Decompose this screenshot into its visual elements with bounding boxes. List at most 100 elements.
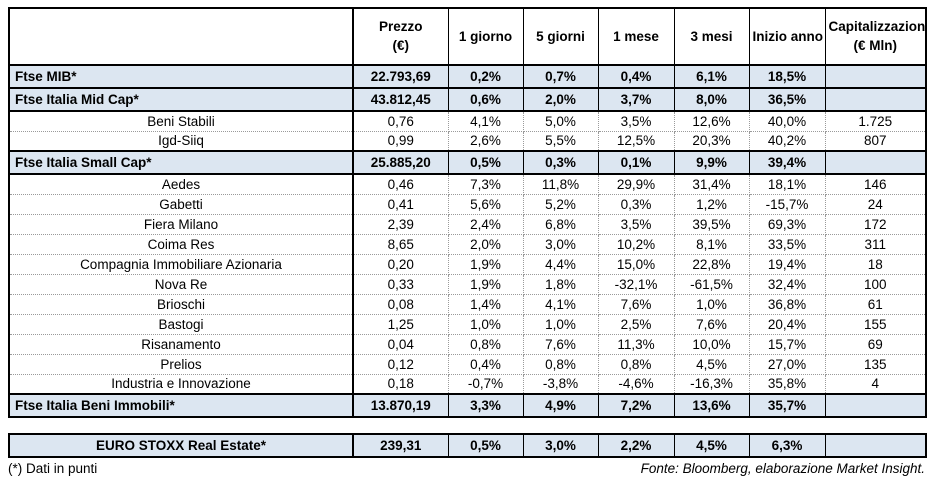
price-cell: 0,33 [352, 273, 449, 295]
pct-cell: 40,2% [748, 130, 826, 152]
cap-cell: 146 [824, 173, 927, 195]
header-3-mesi: 3 mesi [673, 7, 750, 66]
pct-cell: 5,0% [522, 110, 599, 132]
header-prezzo-line1: Prezzo [378, 19, 423, 35]
cap-cell [824, 150, 927, 175]
pct-cell: 36,5% [748, 87, 826, 112]
cap-cell [824, 393, 927, 418]
row-name-cell: Aedes [8, 173, 354, 195]
price-cell: 0,76 [352, 110, 449, 132]
index-row: EURO STOXX Real Estate* 239,31 0,5% 3,0%… [8, 433, 927, 458]
cap-cell: 172 [824, 213, 927, 235]
pct-cell: 27,0% [748, 353, 826, 375]
pct-cell: -32,1% [597, 273, 675, 295]
pct-cell: 0,8% [447, 333, 524, 355]
header-inizio-anno: Inizio anno [748, 7, 826, 66]
pct-cell: 3,0% [522, 433, 599, 458]
pct-cell: 20,4% [748, 313, 826, 335]
pct-cell: 0,6% [447, 87, 524, 112]
row-name-cell: Compagnia Immobiliare Azionaria [8, 253, 354, 275]
pct-cell: 1,4% [447, 293, 524, 315]
row-name-cell: Industria e Innovazione [8, 373, 354, 395]
index-row: Ftse Italia Small Cap* 25.885,20 0,5% 0,3% 0… [8, 150, 927, 175]
footer: (*) Dati in punti Fonte: Bloomberg, elab… [8, 461, 925, 476]
pct-cell: 0,8% [597, 353, 675, 375]
pct-cell: 2,0% [522, 87, 599, 112]
pct-cell: 10,2% [597, 233, 675, 255]
pct-cell: 15,0% [597, 253, 675, 275]
pct-cell: 0,5% [447, 433, 524, 458]
price-cell: 0,99 [352, 130, 449, 152]
pct-cell: 0,2% [447, 64, 524, 89]
company-row: Coima Res 8,65 2,0% 3,0% 10,2% 8,1% 33,5% 311 [8, 233, 927, 255]
pct-cell: 0,3% [597, 193, 675, 215]
pct-cell: 1,9% [447, 253, 524, 275]
header-empty-cell [8, 7, 354, 66]
table-header: Prezzo (€) 1 giorno 5 giorni 1 mese 3 me… [8, 7, 927, 66]
pct-cell: 2,0% [447, 233, 524, 255]
pct-cell: 40,0% [748, 110, 826, 132]
pct-cell: 18,1% [748, 173, 826, 195]
pct-cell: 13,6% [673, 393, 750, 418]
pct-cell: 7,6% [597, 293, 675, 315]
pct-cell: 4,9% [522, 393, 599, 418]
price-cell: 2,39 [352, 213, 449, 235]
pct-cell: 69,3% [748, 213, 826, 235]
cap-cell: 155 [824, 313, 927, 335]
price-cell: 13.870,19 [352, 393, 449, 418]
pct-cell: 33,5% [748, 233, 826, 255]
pct-cell: 12,6% [673, 110, 750, 132]
price-cell: 0,18 [352, 373, 449, 395]
pct-cell: 3,5% [597, 213, 675, 235]
header-prezzo: Prezzo (€) [352, 7, 449, 66]
pct-cell: 0,8% [522, 353, 599, 375]
header-capitalizzazione: Capitalizzazione (€ Mln) [824, 7, 927, 66]
header-1-giorno: 1 giorno [447, 7, 524, 66]
cap-cell: 807 [824, 130, 927, 152]
pct-cell: 5,2% [522, 193, 599, 215]
pct-cell: 4,5% [673, 433, 750, 458]
pct-cell: 10,0% [673, 333, 750, 355]
pct-cell: 6,8% [522, 213, 599, 235]
pct-cell: -3,8% [522, 373, 599, 395]
company-row: Prelios 0,12 0,4% 0,8% 0,8% 4,5% 27,0% 135 [8, 353, 927, 375]
cap-cell [824, 87, 927, 112]
price-cell: 43.812,45 [352, 87, 449, 112]
company-row: Fiera Milano 2,39 2,4% 6,8% 3,5% 39,5% 69,3% 17… [8, 213, 927, 235]
company-row: Igd-Siiq 0,99 2,6% 5,5% 12,5% 20,3% 40,2% 807 [8, 130, 927, 152]
pct-cell: 0,5% [447, 150, 524, 175]
pct-cell: 5,6% [447, 193, 524, 215]
cap-cell: 18 [824, 253, 927, 275]
pct-cell: 3,0% [522, 233, 599, 255]
row-name-cell: EURO STOXX Real Estate* [8, 433, 354, 458]
pct-cell: -16,3% [673, 373, 750, 395]
pct-cell: 18,5% [748, 64, 826, 89]
index-row: Ftse MIB* 22.793,69 0,2% 0,7% 0,4% 6,1% 18,5% [8, 64, 927, 89]
company-row: Beni Stabili 0,76 4,1% 5,0% 3,5% 12,6% 40,0% 1.… [8, 110, 927, 132]
pct-cell: 1,0% [673, 293, 750, 315]
row-name-cell: Bastogi [8, 313, 354, 335]
pct-cell: 7,6% [522, 333, 599, 355]
pct-cell: 2,6% [447, 130, 524, 152]
pct-cell: 0,1% [597, 150, 675, 175]
pct-cell: 29,9% [597, 173, 675, 195]
pct-cell: 8,0% [673, 87, 750, 112]
footnote: (*) Dati in punti [8, 461, 98, 476]
pct-cell: -15,7% [748, 193, 826, 215]
pct-cell: 15,7% [748, 333, 826, 355]
pct-cell: 7,2% [597, 393, 675, 418]
row-name-cell: Ftse MIB* [8, 64, 354, 89]
row-name-cell: Beni Stabili [8, 110, 354, 132]
source-credit: Fonte: Bloomberg, elaborazione Market In… [640, 461, 925, 476]
pct-cell: 11,8% [522, 173, 599, 195]
pct-cell: -61,5% [673, 273, 750, 295]
pct-cell: 35,8% [748, 373, 826, 395]
header-5-giorni: 5 giorni [522, 7, 599, 66]
euro-stoxx-table: EURO STOXX Real Estate* 239,31 0,5% 3,0%… [8, 433, 927, 458]
pct-cell: 7,3% [447, 173, 524, 195]
pct-cell: -0,7% [447, 373, 524, 395]
pct-cell: 20,3% [673, 130, 750, 152]
pct-cell: 32,4% [748, 273, 826, 295]
price-cell: 0,46 [352, 173, 449, 195]
